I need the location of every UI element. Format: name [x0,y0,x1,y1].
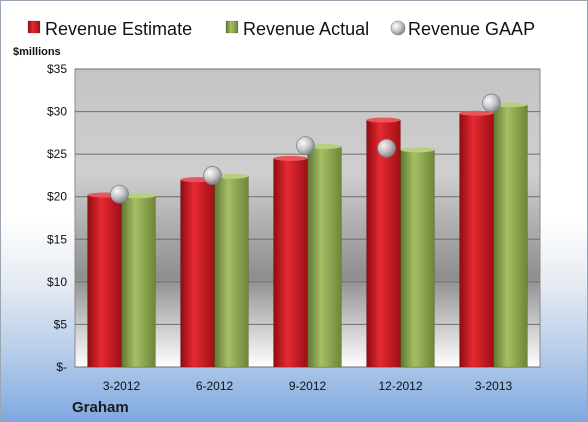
legend-revenue-gaap-swatch [390,20,406,36]
y-tick-label: $20 [47,190,67,204]
legend-revenue-actual-swatch [225,20,239,34]
marker-revenue-gaap [296,136,315,156]
y-axis-ticks: $- $5 $10 $15 $20 $25 $30 $35 [47,62,67,374]
bar-top-cap [214,173,249,179]
marker-revenue-gaap [203,166,222,185]
bar-revenue-estimate [273,158,308,368]
bar-top-cap [366,117,401,123]
marker-revenue-gaap [482,93,501,113]
bar-top-cap [400,147,435,153]
bar-top-cap [493,102,528,108]
legend: Revenue Estimate Revenue Actual Revenue GA… [27,19,535,39]
legend-revenue-actual-label: Revenue Actual [243,19,369,39]
x-tick-label: 6-2012 [196,379,234,393]
y-tick-label: $15 [47,232,67,246]
bar-revenue-actual [493,104,528,368]
x-axis-ticks: 3-2012 6-2012 9-2012 12-2012 3-2013 [103,379,513,393]
marker-revenue-gaap [110,184,129,204]
bar-revenue-actual [214,176,249,368]
bar-revenue-estimate [366,119,401,368]
bar-revenue-estimate [459,113,494,368]
legend-revenue-gaap-label: Revenue GAAP [408,19,535,39]
company-name: Graham [72,399,129,416]
y-tick-label: $30 [47,105,67,119]
y-tick-label: $35 [47,62,67,76]
y-tick-label: $25 [47,147,67,161]
bar-revenue-estimate [87,194,122,368]
y-tick-label: $- [56,360,67,374]
bar-top-cap [121,193,156,199]
x-tick-label: 12-2012 [378,379,422,393]
bar-top-cap [459,110,494,116]
gaap-markers [110,93,501,204]
bar-top-cap [307,143,342,149]
x-tick-label: 9-2012 [289,379,327,393]
bar-revenue-estimate [180,179,215,368]
y-tick-label: $10 [47,275,67,289]
bars [87,102,528,368]
legend-revenue-estimate-swatch [27,20,41,34]
bar-top-cap [273,155,308,161]
bar-revenue-actual [121,195,156,368]
x-tick-label: 3-2013 [475,379,513,393]
bar-revenue-actual [307,146,342,368]
bar-revenue-actual [400,149,435,368]
y-axis-unit-label: $millions [13,46,61,58]
x-tick-label: 3-2012 [103,379,141,393]
marker-revenue-gaap [377,138,396,158]
y-tick-label: $5 [54,317,68,331]
legend-revenue-estimate-label: Revenue Estimate [45,19,192,39]
